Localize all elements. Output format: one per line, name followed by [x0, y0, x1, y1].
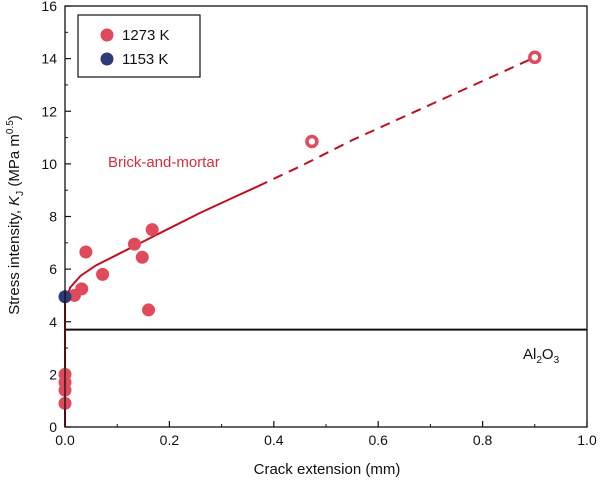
data-point-s0-5	[75, 282, 89, 296]
legend-marker-1273k	[100, 28, 114, 42]
legend-marker-1153k	[100, 52, 114, 66]
legend-label-1153k: 1153 K	[122, 51, 168, 68]
legend: 1273 K 1153 K	[77, 14, 201, 78]
data-point-s0-8	[127, 237, 141, 251]
annotation-al2o3: Al2O3	[523, 346, 560, 366]
data-point-s2-1	[528, 50, 542, 65]
y-tick-label-7: 14	[41, 51, 57, 67]
y-tick-label-3: 6	[49, 261, 57, 277]
y-tick-label-6: 12	[41, 103, 57, 119]
data-point-s0-7	[96, 267, 110, 281]
x-tick-label-4: 0.8	[473, 432, 493, 448]
y-tick-label-2: 4	[49, 314, 57, 330]
y-tick-label-4: 8	[49, 209, 57, 225]
y-axis-title: Stress intensity, KJ (MPa m0.5)	[5, 115, 26, 315]
plot-frame	[64, 5, 588, 428]
x-tick-label-3: 0.6	[368, 432, 388, 448]
data-point-s0-11	[145, 223, 159, 237]
legend-box	[77, 14, 201, 78]
y-tick-label-1: 2	[49, 366, 57, 382]
y-tick-label-8: 16	[41, 0, 57, 14]
fit-curve-dashed	[257, 56, 536, 188]
x-tick-label-1: 0.2	[160, 432, 180, 448]
y-tick-label-5: 10	[41, 156, 57, 172]
data-point-s0-6	[79, 245, 93, 259]
legend-label-1273k: 1273 K	[122, 27, 170, 44]
x-tick-label-5: 1.0	[577, 432, 597, 448]
data-point-s0-10	[142, 303, 156, 317]
annotation-brick-and-mortar: Brick-and-mortar	[108, 154, 220, 171]
x-tick-label-2: 0.4	[264, 432, 284, 448]
data-points	[58, 50, 542, 410]
y-tick-label-0: 0	[49, 419, 57, 435]
data-point-s0-9	[135, 250, 149, 264]
fit-curve-solid	[64, 185, 259, 427]
x-tick-label-0: 0.0	[55, 432, 75, 448]
data-point-s2-0	[305, 134, 319, 149]
x-axis-title: Crack extension (mm)	[254, 461, 401, 478]
